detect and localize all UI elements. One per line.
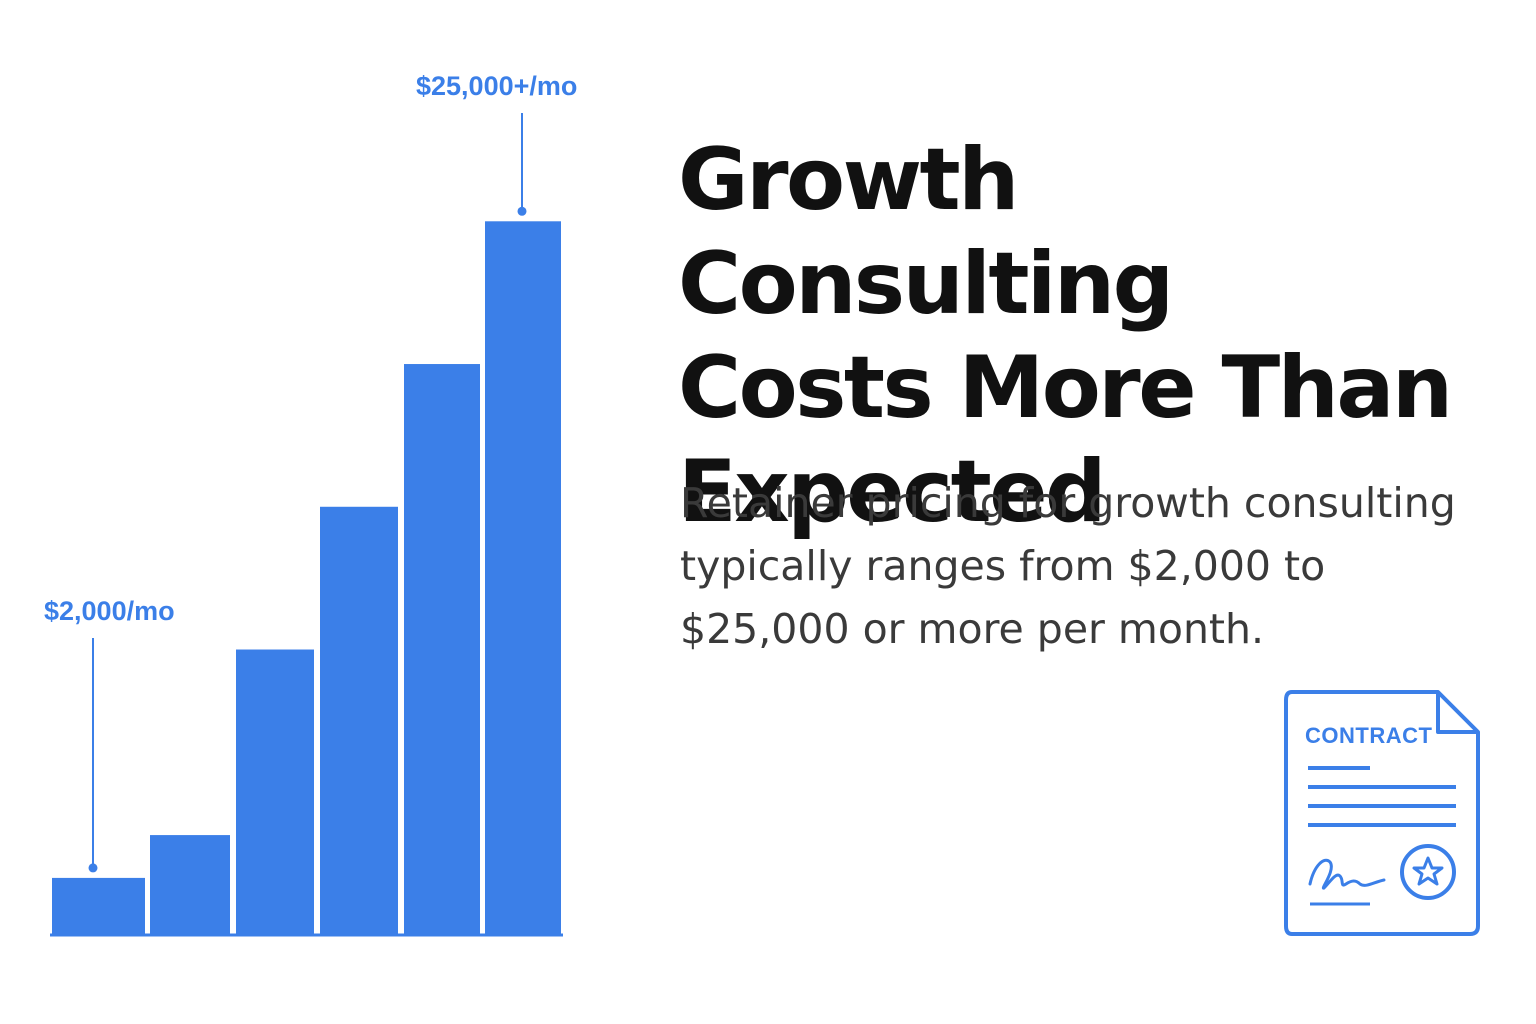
description-line-2: typically ranges from $2,000 to — [680, 542, 1326, 590]
description-line-1: Retainer pricing for growth consulting — [680, 479, 1456, 527]
title-line-3: Expected — [678, 442, 1107, 542]
bar-5 — [404, 364, 480, 936]
document-outline — [1284, 690, 1480, 936]
chart-annotations: $2,000/mo $25,000+/mo — [44, 71, 577, 873]
annotation-dot — [88, 863, 98, 873]
bar-1 — [52, 877, 145, 935]
description-paragraph: Retainer pricing for growth consulting t… — [680, 472, 1500, 661]
page-title: Growth Consulting Costs More Than Expect… — [678, 128, 1518, 544]
document-fold — [1436, 692, 1478, 734]
title-line-1: Growth Consulting — [678, 130, 1174, 334]
chart-bars — [52, 221, 561, 936]
annotation-label-bar-6: $25,000+/mo — [416, 71, 577, 101]
bar-2 — [150, 835, 230, 935]
contract-label: CONTRACT — [1305, 723, 1432, 748]
bar-3 — [236, 649, 314, 935]
description-line-3: $25,000 or more per month. — [680, 605, 1265, 653]
signature-icon — [1308, 858, 1386, 890]
annotation-dot — [517, 206, 527, 216]
bar-6 — [485, 221, 561, 935]
bar-4 — [320, 506, 398, 935]
contract-document-icon: CONTRACT — [1284, 690, 1480, 936]
retainer-pricing-chart: $2,000/mo $25,000+/mo — [44, 71, 577, 937]
annotation-label-bar-1: $2,000/mo — [44, 596, 175, 626]
star-icon — [1412, 856, 1444, 886]
title-line-2: Costs More Than — [678, 338, 1453, 438]
seal-icon — [1400, 844, 1456, 900]
